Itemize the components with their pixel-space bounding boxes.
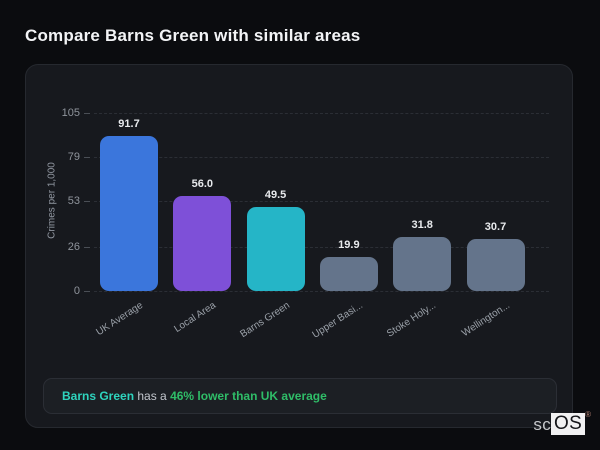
bar-value-label: 49.5 [264, 189, 287, 202]
x-tick-label: Wellington... [459, 300, 512, 340]
bar [246, 207, 305, 291]
logo-prefix: sc [533, 414, 552, 434]
y-tick-label: 0 [73, 285, 80, 297]
gridline [94, 113, 549, 114]
bar-value-label: 91.7 [118, 117, 140, 130]
x-tick-label: Stoke Holy... [385, 300, 439, 340]
logo-suffix: OS [551, 413, 586, 435]
x-tick-label: Local Area [172, 300, 219, 335]
gridline [94, 246, 549, 248]
y-tick-label: 26 [67, 240, 80, 253]
y-tick-mark [84, 246, 90, 248]
bar-chart-plot-area: 0 26 53 79 105 91.7 UK Average 56.0 Local Area 49… [26, 65, 572, 427]
bar [393, 237, 452, 291]
y-tick-label: 53 [67, 195, 80, 208]
note-middle-text: has a [134, 389, 171, 403]
y-tick-label: 79 [67, 151, 80, 164]
scos-logo: sc OS ® [533, 410, 591, 435]
bar [319, 257, 378, 291]
bar-value-label: 19.9 [338, 239, 360, 252]
bar-value-label: 30.7 [484, 220, 507, 233]
y-tick-label: 105 [61, 107, 80, 119]
chart-panel: Crimes per 1,000 0 26 53 79 105 91.7 UK Averag… [25, 64, 573, 428]
x-tick-label: UK Average [94, 300, 145, 339]
x-tick-label: Upper Basi... [310, 300, 365, 341]
gridline [94, 157, 549, 159]
gridline [94, 291, 549, 292]
summary-note: Barns Green has a 46% lower than UK aver… [43, 378, 557, 414]
bar-value-label: 31.8 [411, 219, 433, 232]
bar-value-label: 56.0 [191, 178, 213, 191]
bar [173, 196, 232, 291]
y-tick-mark [84, 291, 90, 292]
gridline [94, 201, 549, 203]
y-tick-mark [84, 201, 90, 203]
x-tick-label: Barns Green [238, 300, 292, 341]
y-tick-mark [84, 113, 90, 114]
note-highlight: 46% lower than UK average [170, 389, 327, 403]
bar [466, 238, 525, 291]
registered-mark-icon: ® [585, 410, 591, 419]
bar [100, 135, 158, 291]
page-title: Compare Barns Green with similar areas [25, 26, 361, 45]
y-tick-mark [84, 157, 90, 159]
note-subject: Barns Green [62, 389, 135, 403]
